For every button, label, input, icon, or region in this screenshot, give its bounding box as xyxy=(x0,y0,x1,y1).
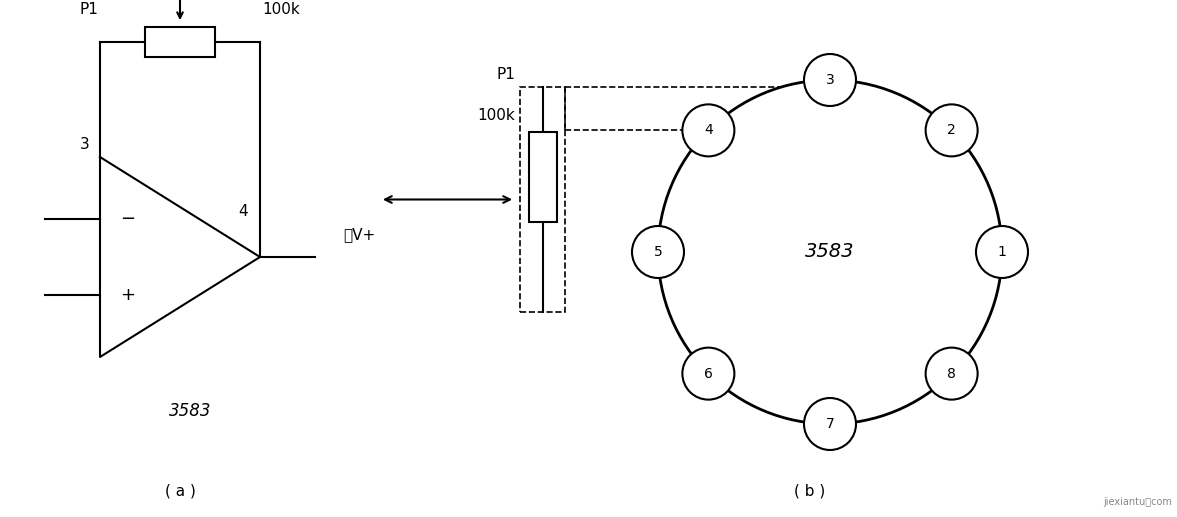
Text: 3583: 3583 xyxy=(805,242,855,262)
Bar xyxy=(520,87,565,312)
Text: ( b ): ( b ) xyxy=(794,484,825,499)
Text: P1: P1 xyxy=(79,2,98,17)
Text: 5: 5 xyxy=(653,245,663,259)
Text: +: + xyxy=(120,286,135,304)
Text: 1: 1 xyxy=(998,245,1006,259)
Text: 6: 6 xyxy=(704,367,713,381)
Text: −: − xyxy=(120,210,135,228)
Text: 4: 4 xyxy=(704,124,713,138)
Bar xyxy=(145,27,215,57)
Text: 3: 3 xyxy=(825,73,834,87)
Circle shape xyxy=(925,104,978,156)
Circle shape xyxy=(804,54,856,106)
Circle shape xyxy=(683,104,734,156)
Bar xyxy=(528,132,557,222)
Text: 3: 3 xyxy=(80,137,89,152)
Text: jiexiantu．com: jiexiantu．com xyxy=(1103,497,1172,507)
Text: P1: P1 xyxy=(497,67,516,82)
Text: 8: 8 xyxy=(947,367,956,381)
Text: 7: 7 xyxy=(825,417,834,431)
Circle shape xyxy=(632,226,684,278)
Text: 100k: 100k xyxy=(477,108,516,123)
Text: 100k: 100k xyxy=(262,2,300,17)
Text: 4: 4 xyxy=(238,205,247,220)
Circle shape xyxy=(976,226,1028,278)
Circle shape xyxy=(683,347,734,400)
Text: 2: 2 xyxy=(947,124,956,138)
Circle shape xyxy=(804,398,856,450)
Circle shape xyxy=(658,80,1002,424)
Circle shape xyxy=(925,347,978,400)
Text: 3583: 3583 xyxy=(168,402,211,420)
Text: 至V+: 至V+ xyxy=(343,227,375,242)
Text: ( a ): ( a ) xyxy=(165,484,195,499)
